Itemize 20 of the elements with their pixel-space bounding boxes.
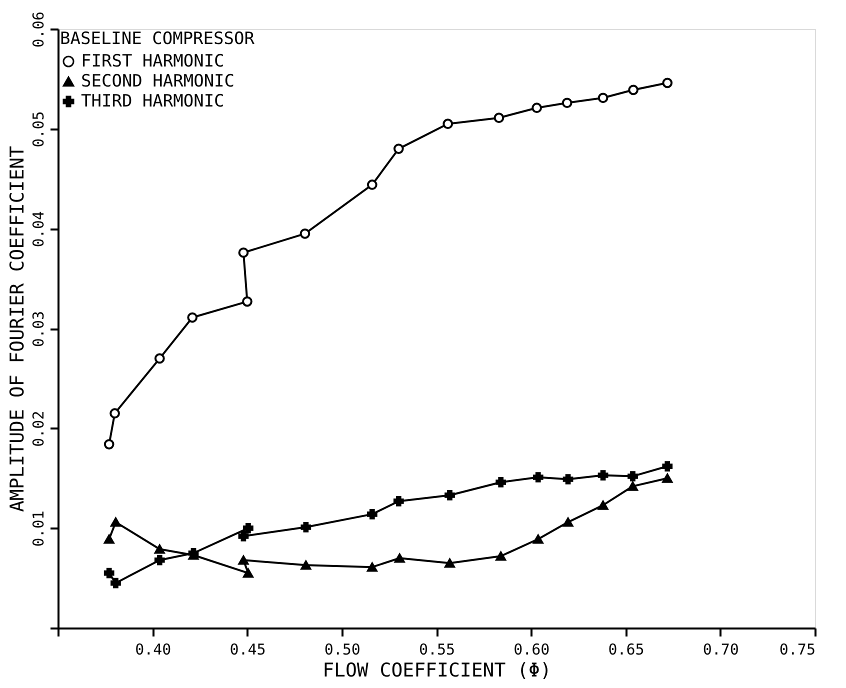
y-axis-title: AMPLITUDE OF FOURIER COEFFICIENT [6,146,28,512]
legend-label: THIRD HARMONIC [81,92,224,112]
legend-label: FIRST HARMONIC [81,52,224,72]
y-tick-label: 0.04 [30,211,48,248]
x-tick-label: 0.45 [230,640,266,658]
y-tick-label: 0.01 [30,510,48,547]
y-tick-label: 0.05 [30,111,48,148]
x-tick-label: 0.70 [702,640,739,658]
x-tick-label: 0.55 [418,640,456,658]
legend-title: BASELINE COMPRESSOR [60,29,256,49]
x-tick-label: 0.65 [608,640,644,658]
legend-label: SECOND HARMONIC [81,72,235,92]
x-axis-title: FLOW COEFFICIENT (Φ) [322,660,552,682]
y-tick-label: 0.03 [30,310,48,348]
x-tick-label: 0.40 [135,640,172,658]
x-tick-label: 0.75 [779,640,816,658]
x-tick-label: 0.50 [324,640,360,658]
y-tick-label: 0.06 [30,11,48,48]
y-tick-label: 0.02 [30,410,48,447]
x-tick-label: 0.60 [514,640,550,658]
